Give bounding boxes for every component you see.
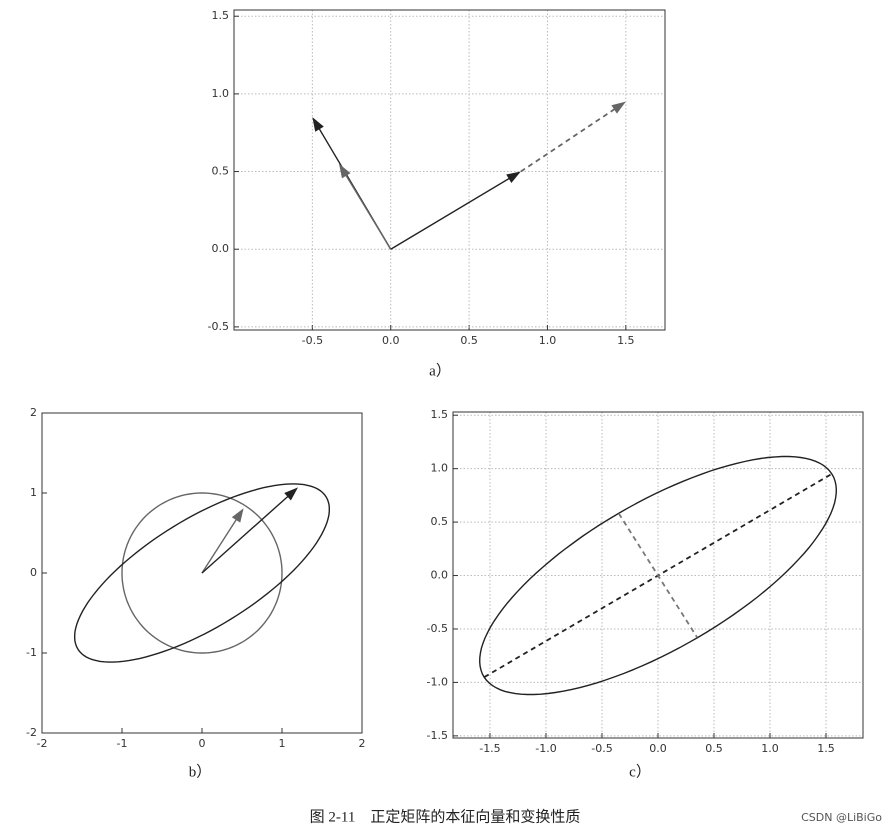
y-tick-label: 1.0 — [212, 87, 230, 100]
x-tick-label: 1.5 — [817, 742, 835, 755]
y-tick-label: 1 — [30, 486, 37, 499]
subfigure-label: a） — [429, 362, 451, 379]
vector — [344, 173, 392, 250]
ellipse — [74, 483, 330, 663]
y-tick-label: 1.5 — [212, 9, 230, 22]
arrow-head — [611, 101, 626, 114]
x-tick-label: 1.0 — [539, 334, 557, 347]
x-tick-label: -1 — [117, 737, 128, 750]
vector — [390, 176, 512, 250]
x-tick-label: -2 — [37, 737, 48, 750]
y-tick-label: -1.5 — [427, 729, 448, 742]
x-tick-label: -1.5 — [479, 742, 500, 755]
vector — [201, 517, 239, 574]
watermark: CSDN @LiBiGo — [801, 811, 882, 824]
ellipse — [121, 492, 283, 654]
y-tick-label: 1.5 — [431, 408, 449, 421]
vector — [520, 107, 617, 173]
y-tick-label: -2 — [26, 726, 37, 739]
y-tick-label: 0.0 — [431, 569, 449, 582]
y-tick-label: -0.5 — [427, 622, 448, 635]
y-tick-label: -0.5 — [208, 320, 229, 333]
arrow-head — [312, 117, 324, 132]
x-tick-label: -0.5 — [591, 742, 612, 755]
x-tick-label: 2 — [359, 737, 366, 750]
x-tick-label: -1.0 — [535, 742, 556, 755]
x-tick-label: 1 — [279, 737, 286, 750]
y-tick-label: 0 — [30, 566, 37, 579]
x-tick-label: 0.5 — [460, 334, 478, 347]
x-tick-label: 0 — [199, 737, 206, 750]
figure-caption: 图 2-11 正定矩阵的本征向量和变换性质 — [310, 808, 581, 825]
arrow-head — [284, 487, 298, 501]
x-tick-label: 1.0 — [761, 742, 779, 755]
plot-frame — [41, 412, 363, 734]
y-tick-label: 1.0 — [431, 462, 449, 475]
y-tick-label: -1 — [26, 646, 37, 659]
ellipse — [478, 455, 838, 696]
x-tick-label: 0.5 — [705, 742, 723, 755]
y-tick-label: 0.5 — [212, 165, 230, 178]
x-tick-label: 0.0 — [382, 334, 400, 347]
x-tick-label: 0.0 — [649, 742, 667, 755]
x-tick-label: 1.5 — [617, 334, 635, 347]
plot-frame — [452, 411, 864, 739]
y-tick-label: 0.0 — [212, 242, 230, 255]
x-tick-label: -0.5 — [302, 334, 323, 347]
vector — [201, 494, 291, 574]
subfigure-label: b） — [189, 763, 212, 780]
plot-frame — [233, 9, 666, 331]
subfigure-label: c） — [629, 763, 651, 780]
vector — [618, 513, 698, 639]
arrow-head — [231, 508, 244, 523]
y-tick-label: -1.0 — [427, 675, 448, 688]
arrow-head — [339, 163, 351, 179]
arrow-head — [506, 171, 521, 184]
y-tick-label: 2 — [30, 406, 37, 419]
y-tick-label: 0.5 — [431, 515, 449, 528]
